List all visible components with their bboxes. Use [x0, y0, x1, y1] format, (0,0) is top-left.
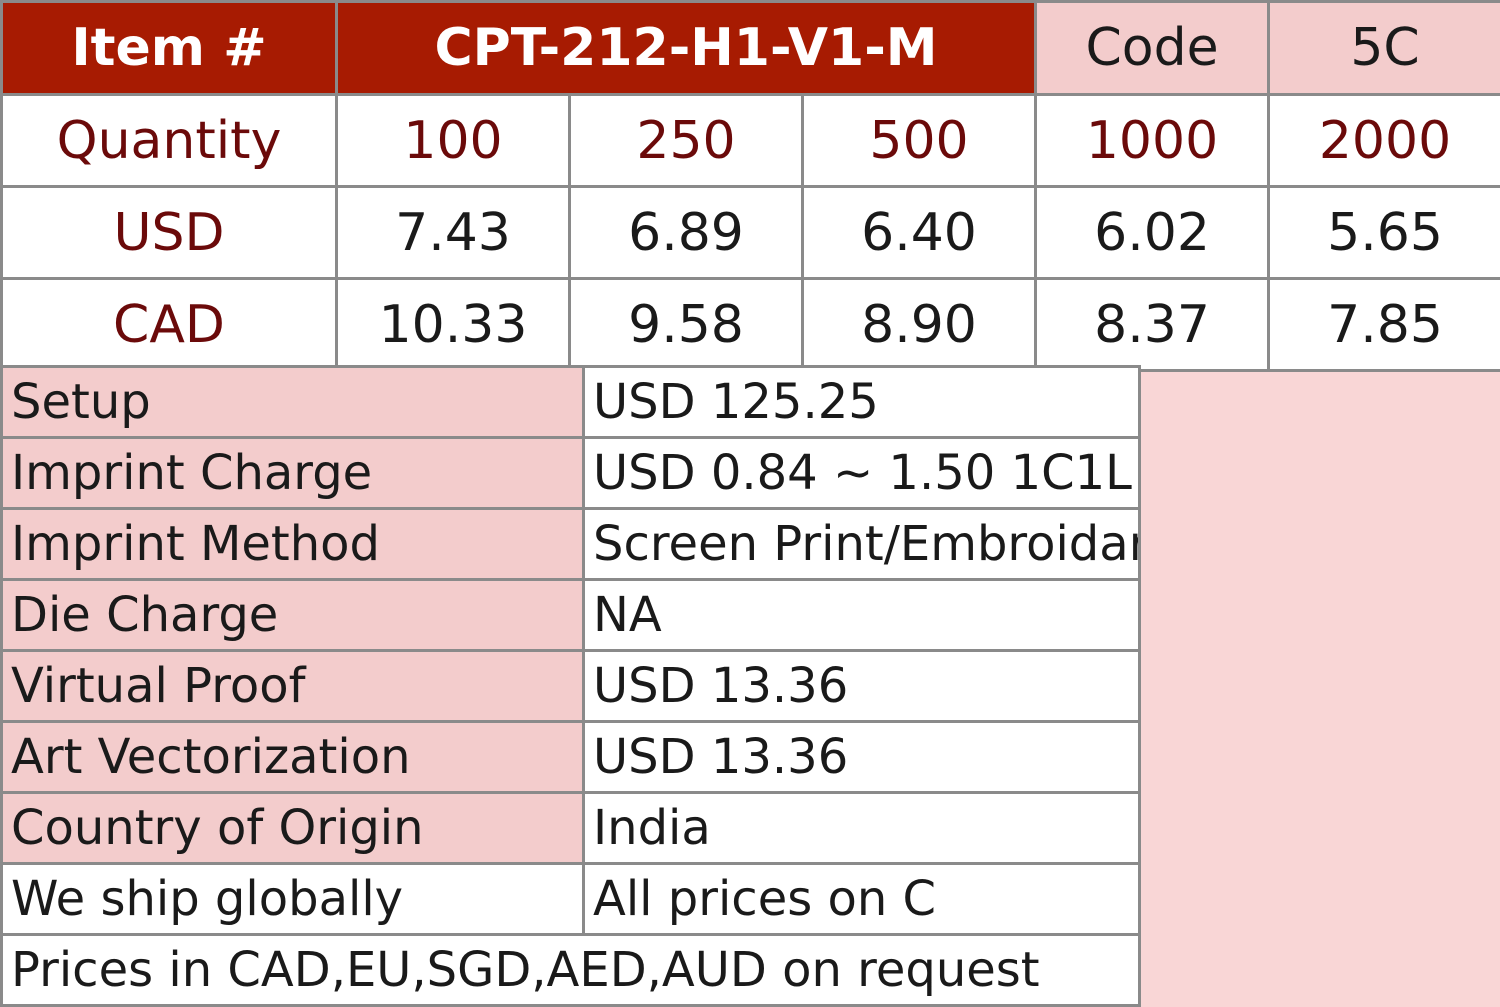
code-label: Code: [1036, 2, 1269, 95]
code-value: 5C: [1269, 2, 1500, 95]
die-charge-row: Die Charge NA: [2, 580, 1140, 651]
cad-price-cell: 10.33: [337, 279, 570, 371]
country-of-origin-value: India: [584, 793, 1140, 864]
details-table: Setup USD 125.25 Imprint Charge USD 0.84…: [0, 365, 1141, 1007]
die-charge-label: Die Charge: [2, 580, 584, 651]
quantity-label: Quantity: [2, 95, 337, 187]
virtual-proof-row: Virtual Proof USD 13.36: [2, 651, 1140, 722]
item-number: CPT-212-H1-V1-M: [337, 2, 1036, 95]
price-table: Item # CPT-212-H1-V1-M Code 5C Quantity …: [0, 0, 1500, 372]
footer-note: Prices in CAD,EU,SGD,AED,AUD on request: [2, 935, 1140, 1006]
usd-price-cell: 6.40: [803, 187, 1036, 279]
quantity-row: Quantity 100 250 500 1000 2000: [2, 95, 1500, 187]
cad-price-cell: 8.90: [803, 279, 1036, 371]
cad-price-cell: 7.85: [1269, 279, 1500, 371]
usd-price-cell: 6.89: [570, 187, 803, 279]
imprint-charge-value: USD 0.84 ~ 1.50 1C1L: [584, 438, 1140, 509]
quantity-cell: 1000: [1036, 95, 1269, 187]
virtual-proof-label: Virtual Proof: [2, 651, 584, 722]
cad-row: CAD 10.33 9.58 8.90 8.37 7.85: [2, 279, 1500, 371]
imprint-method-value: Screen Print/Embroidary: [584, 509, 1140, 580]
usd-row: USD 7.43 6.89 6.40 6.02 5.65: [2, 187, 1500, 279]
cad-price-cell: 9.58: [570, 279, 803, 371]
setup-value: USD 125.25: [584, 367, 1140, 438]
virtual-proof-value: USD 13.36: [584, 651, 1140, 722]
item-label: Item #: [2, 2, 337, 95]
usd-price-cell: 6.02: [1036, 187, 1269, 279]
usd-price-cell: 7.43: [337, 187, 570, 279]
setup-label: Setup: [2, 367, 584, 438]
shipping-value: All prices on C: [584, 864, 1140, 935]
quantity-cell: 250: [570, 95, 803, 187]
country-of-origin-label: Country of Origin: [2, 793, 584, 864]
quantity-cell: 2000: [1269, 95, 1500, 187]
imprint-method-row: Imprint Method Screen Print/Embroidary: [2, 509, 1140, 580]
setup-row: Setup USD 125.25: [2, 367, 1140, 438]
quantity-cell: 100: [337, 95, 570, 187]
imprint-charge-row: Imprint Charge USD 0.84 ~ 1.50 1C1L: [2, 438, 1140, 509]
die-charge-value: NA: [584, 580, 1140, 651]
footer-row: Prices in CAD,EU,SGD,AED,AUD on request: [2, 935, 1140, 1006]
cad-price-cell: 8.37: [1036, 279, 1269, 371]
usd-price-cell: 5.65: [1269, 187, 1500, 279]
shipping-row: We ship globally All prices on C: [2, 864, 1140, 935]
country-of-origin-row: Country of Origin India: [2, 793, 1140, 864]
art-vectorization-row: Art Vectorization USD 13.36: [2, 722, 1140, 793]
header-row: Item # CPT-212-H1-V1-M Code 5C: [2, 2, 1500, 95]
art-vectorization-label: Art Vectorization: [2, 722, 584, 793]
shipping-label: We ship globally: [2, 864, 584, 935]
usd-label: USD: [2, 187, 337, 279]
imprint-charge-label: Imprint Charge: [2, 438, 584, 509]
art-vectorization-value: USD 13.36: [584, 722, 1140, 793]
imprint-method-label: Imprint Method: [2, 509, 584, 580]
cad-label: CAD: [2, 279, 337, 371]
quantity-cell: 500: [803, 95, 1036, 187]
